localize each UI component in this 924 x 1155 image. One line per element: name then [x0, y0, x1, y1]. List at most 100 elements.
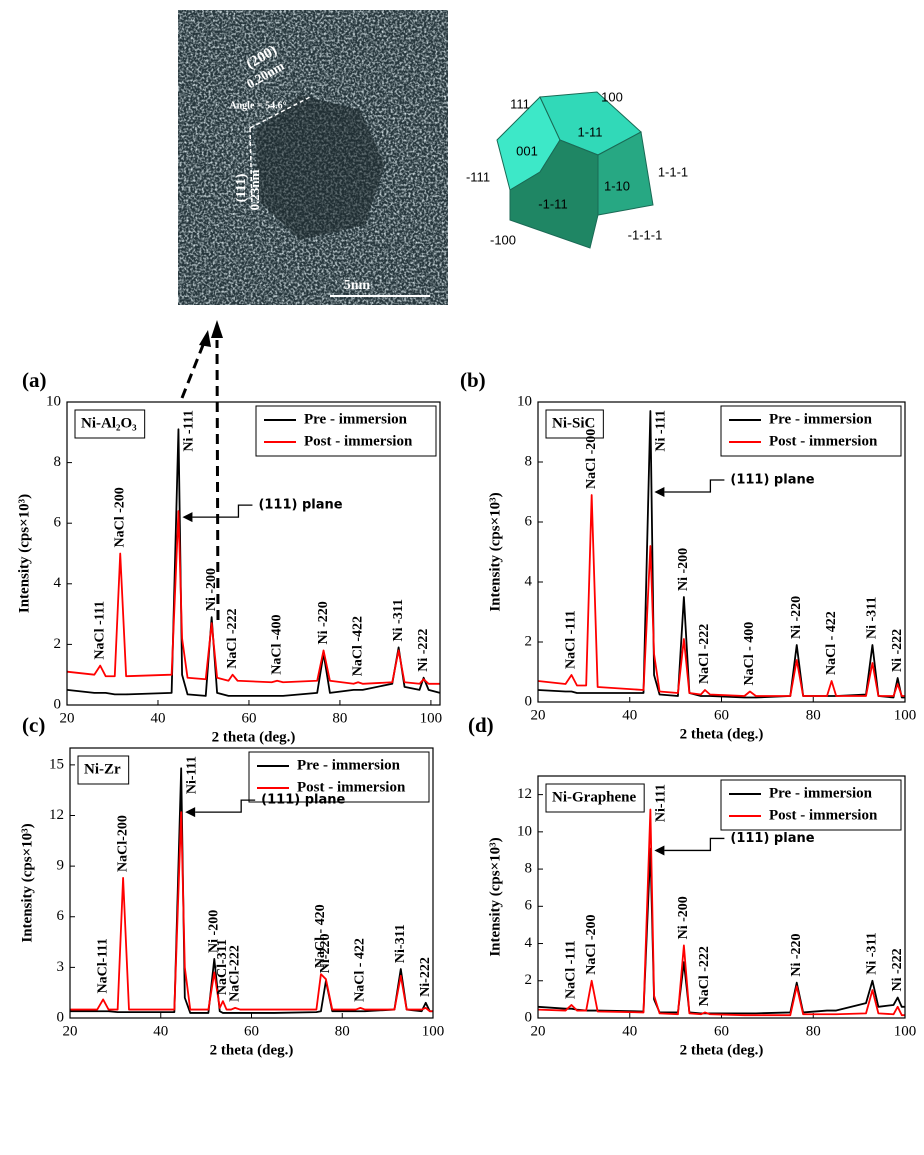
- x-tick-label: 20: [63, 1023, 78, 1039]
- peak-label: Ni -220: [789, 596, 804, 639]
- face-label: 001: [516, 143, 538, 158]
- peak-label: NaCl -222: [697, 624, 712, 684]
- peak-label: Ni -311: [865, 932, 880, 974]
- legend-label: Post - immersion: [304, 433, 413, 449]
- callout-line: [195, 800, 255, 812]
- micrograph-label: 0.23nm: [247, 169, 262, 210]
- y-tick-label: 15: [49, 756, 64, 772]
- sample-label: Ni-Graphene: [552, 789, 637, 805]
- y-tick-label: 12: [517, 786, 532, 802]
- peak-label: NaCl - 422: [824, 611, 839, 675]
- peak-label: Ni-111: [654, 784, 669, 822]
- x-tick-label: 20: [60, 710, 75, 726]
- peak-label: Ni -220: [789, 933, 804, 976]
- peak-label: Ni -222: [890, 629, 905, 672]
- panel-label: (d): [468, 713, 494, 737]
- face-label: 111: [510, 96, 530, 111]
- panel-label: (b): [460, 368, 486, 392]
- face-label: 1-10: [604, 178, 630, 193]
- x-tick-label: 80: [806, 1023, 821, 1039]
- y-tick-label: 6: [525, 898, 533, 914]
- x-axis-label: 2 theta (deg.): [680, 1042, 764, 1058]
- peak-label: Ni -200: [676, 896, 691, 939]
- y-tick-label: 4: [525, 935, 533, 951]
- peak-label: Ni -200: [676, 548, 691, 591]
- peak-label: Ni -311: [865, 597, 880, 639]
- series-line: [538, 495, 905, 696]
- x-tick-label: 80: [332, 710, 347, 726]
- x-tick-label: 100: [894, 1023, 917, 1039]
- face-label: -1-1-1: [628, 227, 663, 242]
- micrograph-label: Angle = 54.6°: [229, 100, 286, 111]
- micrograph-label: 5nm: [344, 278, 371, 293]
- series-line: [67, 429, 440, 696]
- chart: (a)2040608010002468102 theta (deg.)Inten…: [16, 368, 442, 746]
- peak-label: NaCl -400: [269, 614, 284, 674]
- callout-arrowhead: [654, 487, 664, 497]
- x-tick-label: 80: [335, 1023, 350, 1039]
- x-axis-label: 2 theta (deg.): [210, 1042, 294, 1058]
- peak-label: Ni -200: [204, 568, 219, 611]
- x-tick-label: 100: [894, 707, 917, 723]
- face-label: 100: [601, 89, 623, 104]
- y-tick-label: 3: [57, 959, 65, 975]
- x-tick-label: 60: [241, 710, 256, 726]
- callout-label: (111) plane: [730, 831, 814, 846]
- callout-label: (111) plane: [258, 498, 342, 513]
- peak-label: Ni-311: [393, 924, 408, 963]
- peak-label: NaCl-200: [115, 815, 130, 872]
- panel-label: (c): [22, 713, 45, 737]
- panel-label: (a): [22, 368, 47, 392]
- face-label: -1-11: [538, 196, 567, 211]
- series-line: [538, 810, 905, 1016]
- callout-arrowhead: [185, 807, 195, 817]
- y-tick-label: 10: [517, 393, 532, 409]
- y-tick-label: 6: [525, 513, 533, 529]
- y-tick-label: 4: [54, 575, 62, 591]
- peak-label: Ni -220: [316, 601, 331, 644]
- face-label: 1-11: [577, 124, 602, 139]
- x-tick-label: 40: [622, 707, 637, 723]
- peak-label: Ni-111: [184, 756, 199, 794]
- face-label: -100: [490, 232, 516, 247]
- peak-label: Ni -311: [391, 599, 406, 641]
- legend-label: Pre - immersion: [769, 411, 873, 427]
- sample-label: Ni-Zr: [84, 761, 121, 777]
- face-label: 1-1-1: [658, 164, 688, 179]
- peak-label: NaCl -222: [225, 608, 240, 668]
- peak-label: NaCl - 400: [742, 622, 757, 686]
- x-tick-label: 100: [420, 710, 443, 726]
- y-tick-label: 4: [525, 573, 533, 589]
- y-tick-label: 0: [525, 693, 533, 709]
- x-tick-label: 20: [531, 1023, 546, 1039]
- peak-label: NaCl-111: [95, 938, 110, 993]
- peak-label: Ni -111: [654, 410, 669, 452]
- callout-arrowhead: [182, 512, 192, 522]
- callout-label: (111) plane: [730, 473, 814, 488]
- callout-arrowhead: [654, 845, 664, 855]
- peak-label: NaCl-222: [227, 945, 242, 1002]
- legend-label: Pre - immersion: [304, 411, 408, 427]
- legend-label: Pre - immersion: [769, 785, 873, 801]
- x-axis-label: 2 theta (deg.): [680, 726, 764, 742]
- x-tick-label: 60: [714, 1023, 729, 1039]
- y-axis-label: Intensity (cps×10³): [19, 823, 35, 942]
- y-axis-label: Intensity (cps×10³): [16, 494, 32, 613]
- x-tick-label: 80: [806, 707, 821, 723]
- y-axis-label: Intensity (cps×10³): [487, 492, 503, 611]
- y-tick-label: 12: [49, 807, 64, 823]
- x-tick-label: 60: [244, 1023, 259, 1039]
- x-tick-label: 40: [153, 1023, 168, 1039]
- callout-line: [664, 838, 724, 850]
- y-tick-label: 0: [57, 1009, 65, 1025]
- x-axis-label: 2 theta (deg.): [212, 729, 296, 745]
- x-tick-label: 40: [622, 1023, 637, 1039]
- y-tick-label: 10: [46, 393, 61, 409]
- peak-label: NaCl -200: [112, 487, 127, 547]
- legend-label: Post - immersion: [769, 807, 878, 823]
- peak-label: NaCl -222: [697, 946, 712, 1006]
- peak-label: Ni -111: [182, 410, 197, 452]
- x-tick-label: 20: [531, 707, 546, 723]
- micrograph: [178, 10, 448, 305]
